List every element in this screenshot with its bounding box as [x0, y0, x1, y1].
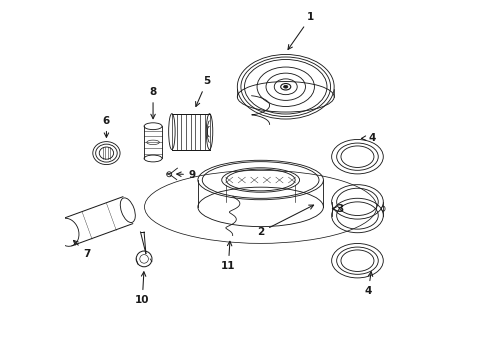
Text: 3: 3: [332, 204, 343, 214]
Text: 5: 5: [195, 76, 210, 107]
Text: 4: 4: [361, 133, 375, 143]
Text: 10: 10: [135, 272, 149, 305]
Text: 4: 4: [364, 272, 372, 296]
Text: 6: 6: [102, 116, 110, 137]
Text: 8: 8: [149, 87, 156, 119]
Text: 11: 11: [221, 241, 235, 271]
Text: 1: 1: [287, 12, 314, 49]
Text: 2: 2: [257, 205, 313, 237]
Text: 7: 7: [73, 240, 90, 258]
Text: 9: 9: [176, 170, 196, 180]
Ellipse shape: [283, 85, 287, 88]
